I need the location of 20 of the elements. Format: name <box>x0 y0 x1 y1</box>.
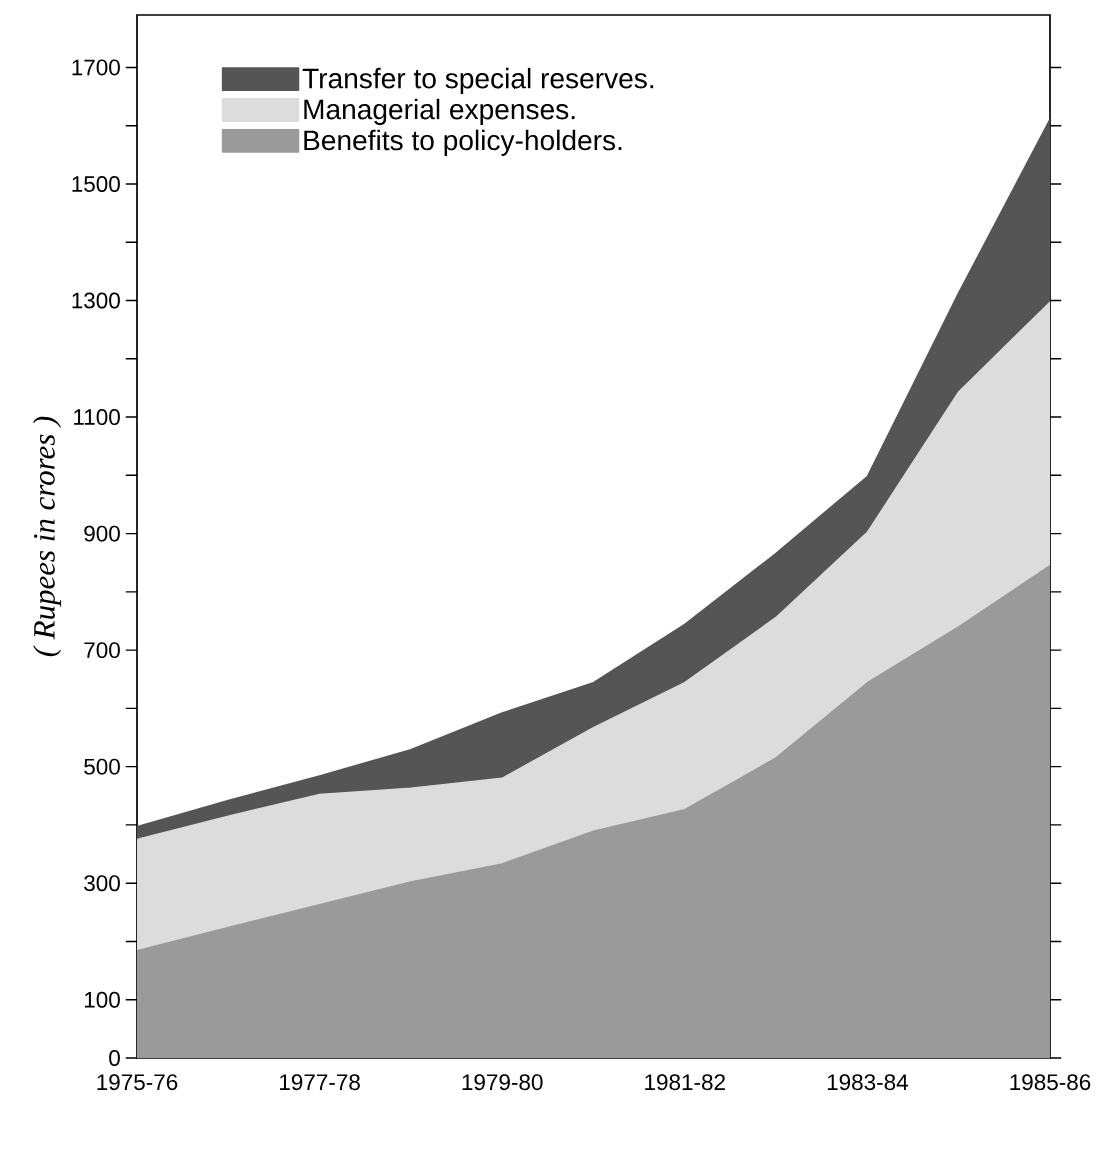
y-tick-label: 1500 <box>72 176 120 192</box>
y-tick-label: 1300 <box>72 292 120 309</box>
legend-label: Transfer to special reserves. <box>302 67 654 95</box>
y-tick-label: 900 <box>84 525 120 542</box>
y-tick-label: 500 <box>84 758 120 775</box>
legend-label: Managerial expenses. <box>304 98 575 125</box>
y-tick-label: 0 <box>109 1050 120 1066</box>
x-tick-label: 1975-76 <box>97 1074 178 1091</box>
legend-label: Benefits to policy-holders. <box>304 129 622 156</box>
x-tick-label: 1977-78 <box>280 1074 360 1091</box>
y-tick-label: 1700 <box>72 59 120 76</box>
x-tick-label: 1983-84 <box>827 1074 908 1091</box>
x-tick-label: 1981-82 <box>645 1074 725 1091</box>
y-tick-label: 100 <box>84 991 120 1008</box>
y-tick-label: 1100 <box>74 409 120 426</box>
x-tick-label: 1979-80 <box>462 1074 543 1091</box>
x-tick-label: 1985-86 <box>1010 1074 1091 1091</box>
y-tick-label: 300 <box>84 875 120 892</box>
y-axis-title: ( Rupees in crores ) <box>33 416 62 657</box>
y-tick-label: 700 <box>84 642 120 659</box>
